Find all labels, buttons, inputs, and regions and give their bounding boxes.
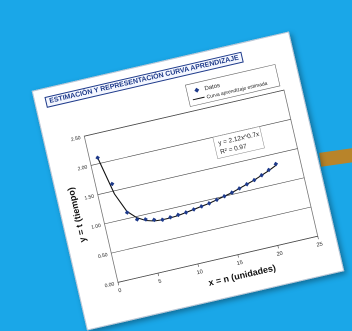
data-point [199,204,204,209]
data-point [252,177,257,183]
x-tick [277,245,279,249]
y-tick-label: 0.00 [104,281,115,289]
x-tick-label: 20 [276,251,283,258]
legend-box [185,64,281,107]
chart-card: ESTIMACIÓN Y REPRESENTACIÓN CURVA APREND… [31,31,345,331]
legend-label-datos: Datos [204,83,221,92]
data-point [206,201,212,206]
data-point [266,167,272,173]
x-tick [197,263,199,267]
gridline-y [111,206,312,254]
y-tick-label: 1.00 [91,223,102,231]
y-tick-label: 2.00 [77,164,88,172]
data-point [191,207,196,212]
x-tick [237,254,239,258]
x-tick-label: 15 [236,260,243,267]
x-tick [317,236,319,240]
data-point [244,182,250,187]
gridline-y [117,235,318,283]
series-line-curva [97,157,277,222]
x-tick-label: 5 [158,279,162,286]
data-point [160,217,165,222]
legend-marker-datos [194,87,200,93]
data-point [183,210,189,215]
data-point [134,217,140,222]
data-point [175,212,181,218]
data-point [222,193,227,199]
data-point [124,210,130,215]
data-point [259,173,264,178]
data-point [229,190,235,195]
x-tick-label: 10 [196,269,203,276]
data-point [109,181,115,187]
data-point [168,215,173,220]
x-tick-label: 25 [316,241,323,248]
data-point [151,217,157,223]
y-tick-label: 0.50 [97,252,108,260]
x-tick [157,273,159,277]
y-tick-label: 2.50 [70,135,81,143]
chart-svg: 0.00 0.50 1.00 1.50 2.00 2.50 0 5 10 15 20 25 x = n … [66,64,323,295]
x-tick-label: 0 [118,288,122,295]
data-point [273,161,279,167]
legend-marker-curva [192,96,205,101]
equation-box [212,126,265,160]
data-point [95,155,100,160]
gridline-y [97,148,298,195]
gridline-y [104,177,305,225]
y-tick-label: 1.50 [84,194,95,202]
gridline-y [84,89,285,137]
data-point [214,197,220,203]
data-point [143,217,148,222]
data-point [237,186,242,191]
background-stripe [319,147,352,167]
x-tick [117,282,119,286]
x-axis-label: x = n (unidades) [207,263,276,288]
